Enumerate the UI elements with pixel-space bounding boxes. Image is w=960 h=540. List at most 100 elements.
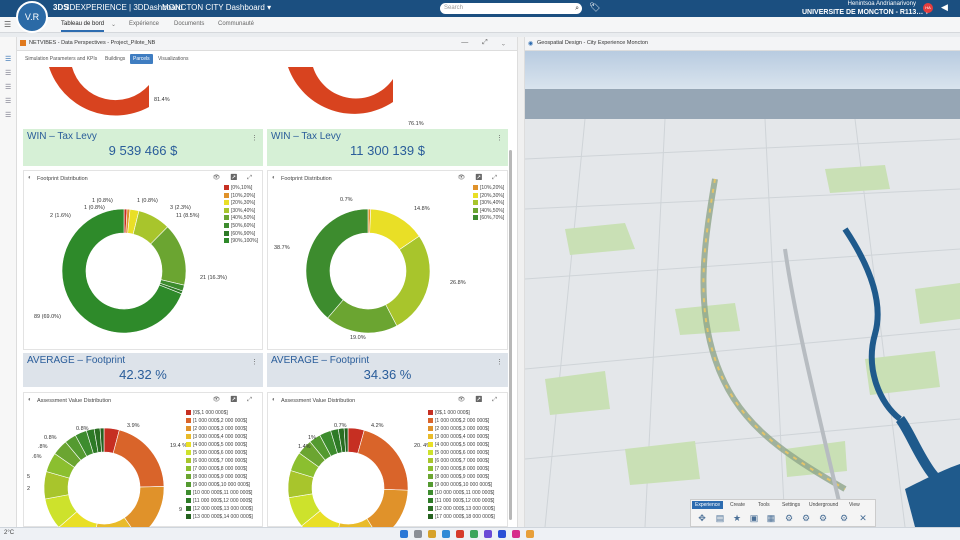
legend-item[interactable]: [5 000 000$,6 000 000$] [428,449,495,457]
legend-item[interactable]: [3 000 000$,4 000 000$] [428,433,495,441]
legend-item[interactable]: [12 000 000$,13 000 000$] [428,505,495,513]
star-icon[interactable]: ★ [732,513,742,523]
geo-tab-settings[interactable]: Settings [782,502,801,508]
tab-communaute[interactable]: Communauté [218,21,255,27]
list-icon[interactable]: ☰ [5,112,12,119]
legend-item[interactable]: [10 000 000$,11 000 000$] [428,489,495,497]
legend-item[interactable]: [6 000 000$,7 000 000$] [186,457,253,465]
donut-slice[interactable] [93,517,138,528]
legend-item[interactable]: [0$,1 000 000$] [186,409,253,417]
close-icon[interactable]: ✕ [859,513,867,523]
subtab-parcels[interactable]: Parcels [130,54,153,64]
subtab-simulation[interactable]: Simulation Parameters and KPIs [25,56,98,62]
tab-documents[interactable]: Documents [174,21,205,27]
legend-item[interactable]: [60%,90%] [224,230,258,239]
legend-item[interactable]: [17 000 000$,18 000 000$] [428,513,495,521]
legend-item[interactable]: [2 000 000$,3 000 000$] [186,425,253,433]
more-icon[interactable]: ⋮ [251,359,258,366]
donut-slice[interactable] [343,427,349,453]
more-icon[interactable]: ⋮ [251,135,258,142]
legend-item[interactable]: [40%,50%] [224,215,258,223]
chart-controls[interactable]: 👁 ↗ ⤢ [212,175,256,181]
gears-icon[interactable]: ⚙ [818,513,828,523]
list-icon[interactable]: ☰ [5,70,12,77]
city-map-3d[interactable] [525,119,960,527]
panel-controls[interactable]: — ⤢ ⌄ [461,39,511,46]
navigate-icon[interactable]: ✥ [698,513,706,523]
legend-item[interactable]: [2 000 000$,3 000 000$] [428,425,495,433]
donut-slice[interactable] [366,489,409,528]
more-icon[interactable]: ⋮ [496,359,503,366]
search-icon[interactable]: ⌕ [575,5,579,12]
legend-item[interactable]: [50%,60%] [224,222,258,231]
legend-item[interactable]: [0$,1 000 000$] [428,409,495,417]
legend-item[interactable]: [20%,30%] [224,200,258,208]
legend-item[interactable]: [9 000 000$,10 000 000$] [428,481,495,489]
geo-tab-tools[interactable]: Tools [758,502,770,508]
gears-icon[interactable]: ⚙ [784,513,794,523]
subtab-visualizations[interactable]: Visualizations [158,56,189,62]
legend-item[interactable]: [1 000 000$,2 000 000$] [428,417,495,425]
chart-controls[interactable]: 👁 ↗ ⤢ [457,397,501,403]
gears-icon[interactable]: ⚙ [801,513,811,523]
avatar[interactable]: HA [923,3,933,13]
menu-icon[interactable]: ☰ [4,20,12,29]
donut-slice[interactable] [112,429,165,488]
chart-controls[interactable]: 👁 ↗ ⤢ [457,175,501,181]
legend-item[interactable]: [10%,20%] [473,185,504,193]
app-icon[interactable] [484,530,492,538]
more-icon[interactable]: ⋮ [496,135,503,142]
legend-item[interactable]: [12 000 000$,13 000 000$] [186,505,253,513]
geo-tab-view[interactable]: View [849,502,860,508]
folder-icon[interactable] [428,530,436,538]
legend-item[interactable]: [9 000 000$,10 000 000$] [186,481,253,489]
layers-icon[interactable]: ▤ [715,513,725,523]
image-icon[interactable]: ▣ [749,513,759,523]
donut-slice[interactable] [99,427,105,453]
legend-item[interactable]: [3 000 000$,4 000 000$] [186,433,253,441]
app-icon[interactable] [456,530,464,538]
tag-icon[interactable]: 🏷 [589,2,601,12]
panel-splitter[interactable] [517,37,525,527]
search-icon[interactable] [414,530,422,538]
legend-item[interactable]: [20%,30%] [473,192,504,201]
geo-tab-underground[interactable]: Underground [809,502,839,508]
share-icon[interactable]: ◀ [941,2,948,12]
legend-item[interactable]: [11 000 000$,12 000 000$] [186,497,253,505]
list-icon[interactable]: ☰ [5,98,12,105]
legend-item[interactable]: [13 000 000$,14 000 000$] [186,513,253,521]
legend-item[interactable]: [6 000 000$,7 000 000$] [428,457,495,465]
donut-slice[interactable] [124,486,165,528]
list-icon[interactable]: ☰ [5,84,12,91]
legend-item[interactable]: [7 000 000$,8 000 000$] [428,465,495,473]
subtab-buildings[interactable]: Buildings [105,56,126,62]
weather[interactable]: 2°C [4,530,15,536]
legend-item[interactable]: [30%,40%] [473,200,504,208]
search-input[interactable]: Search ⌕ [440,3,582,14]
app-icon[interactable] [512,530,520,538]
legend-item[interactable]: [40%,50%] [473,207,504,216]
browser-icon[interactable] [442,530,450,538]
legend-item[interactable]: [10%,20%] [224,192,258,201]
compass-icon[interactable]: V.R [16,1,48,33]
legend-item[interactable]: [1 000 000$,2 000 000$] [186,417,253,425]
legend-item[interactable]: [4 000 000$,5 000 000$] [428,441,495,449]
app-icon[interactable] [526,530,534,538]
donut-slice[interactable] [61,208,183,334]
app-icon[interactable] [498,530,506,538]
tab-experience[interactable]: Expérience [129,21,160,27]
legend-item[interactable]: [10 000 000$,11 000 000$] [186,489,253,497]
chart-controls[interactable]: 👁 ↗ ⤢ [212,397,256,403]
donut-slice[interactable] [334,518,379,528]
legend-item[interactable]: [30%,40%] [224,207,258,216]
table-icon[interactable]: ▦ [766,513,776,523]
tab-tableau-de-bord[interactable]: Tableau de bord [61,21,105,32]
legend-item[interactable]: [8 000 000$,9 000 000$] [428,473,495,481]
dashboard-selector[interactable]: MONCTON CITY Dashboard ▾ [162,3,272,12]
legend-item[interactable]: [8 000 000$,9 000 000$] [186,473,253,481]
legend-item[interactable]: [0%,10%] [224,185,258,193]
legend-item[interactable]: [7 000 000$,8 000 000$] [186,465,253,473]
geo-tab-create[interactable]: Create [730,502,746,508]
start-icon[interactable] [400,530,408,538]
donut-slice[interactable] [305,208,369,319]
